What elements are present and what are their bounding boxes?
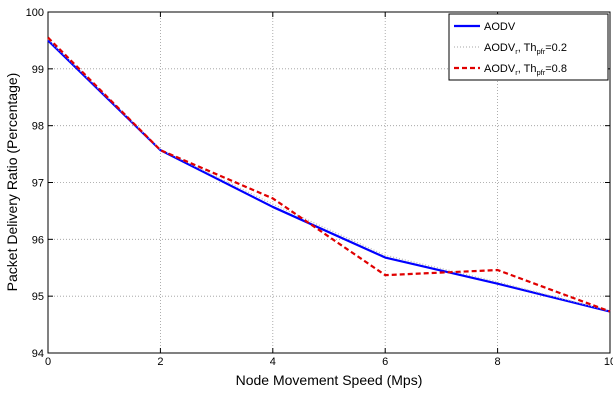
data-series [47, 36, 611, 313]
y-tick-label: 96 [32, 234, 44, 246]
y-tick-label: 94 [32, 348, 44, 360]
legend-label-1: AODV [484, 21, 516, 33]
y-tick-label: 99 [32, 64, 44, 76]
legend-label-3: AODVr, Thpfr=0.8 [484, 63, 567, 77]
legend: AODV AODVr, Thpfr=0.2 AODVr, Thpfr=0.8 [448, 13, 609, 81]
x-tick-label: 8 [495, 356, 501, 368]
series-line-2 [47, 38, 611, 312]
x-tick-label: 6 [382, 356, 388, 368]
y-tick-label: 100 [26, 7, 44, 19]
y-axis-label: Packet Delivery Ratio (Percentage) [4, 73, 20, 292]
x-axis-label: Node Movement Speed (Mps) [236, 372, 423, 388]
x-tick-label: 2 [157, 356, 163, 368]
series-line-1 [47, 39, 611, 313]
x-tick-label: 10 [604, 356, 613, 368]
y-tick-label: 98 [32, 121, 44, 133]
x-tick-label: 4 [270, 356, 276, 368]
y-tick-label: 97 [32, 178, 44, 190]
x-tick-label: 0 [45, 356, 51, 368]
series-line-3 [47, 36, 611, 313]
legend-label-2: AODVr, Thpfr=0.2 [484, 42, 567, 56]
y-tick-label: 95 [32, 291, 44, 303]
